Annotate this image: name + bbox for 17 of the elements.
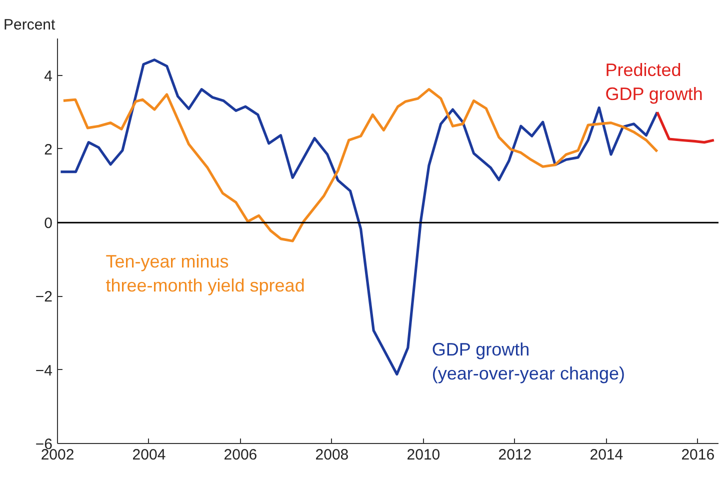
x-tick-label: 2008 — [315, 446, 349, 464]
y-tick-label: 0 — [44, 215, 52, 232]
x-tick-label: 2014 — [590, 446, 624, 464]
y-axis-title: Percent — [4, 16, 56, 34]
y-tick-label: 2 — [44, 141, 52, 158]
y-tick-label: −4 — [35, 362, 53, 380]
x-tick-label: 2012 — [498, 446, 532, 464]
x-tick-label: 2006 — [224, 446, 258, 464]
series-label: GDP growth (year-over-year change) — [432, 339, 625, 384]
x-tick-label: 2010 — [406, 446, 440, 464]
x-tick-label: 2016 — [681, 446, 715, 464]
series-label: Predicted GDP growth — [605, 60, 703, 104]
series-label: Ten-year minus three-month yield spread — [106, 251, 305, 296]
x-tick-label: 2004 — [132, 446, 166, 464]
y-tick-label: −2 — [35, 288, 53, 306]
y-tick-label: 4 — [44, 68, 52, 85]
line-series — [656, 110, 716, 144]
